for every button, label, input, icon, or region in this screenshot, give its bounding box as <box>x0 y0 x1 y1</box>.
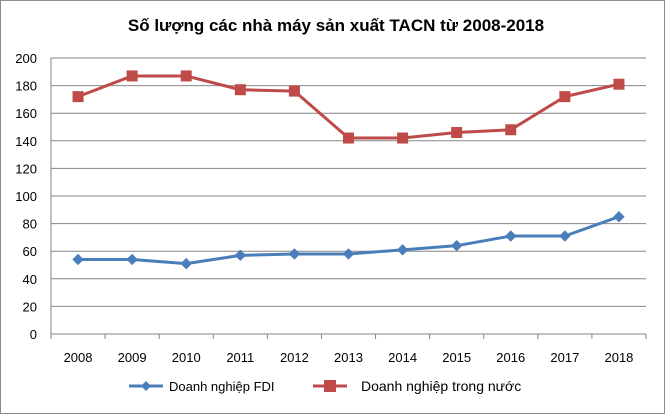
y-tick-label: 120 <box>15 161 37 176</box>
y-tick-label: 100 <box>15 189 37 204</box>
data-point <box>126 253 138 266</box>
x-tick-label: 2018 <box>604 350 633 365</box>
data-point <box>234 84 246 96</box>
y-tick-label: 0 <box>30 327 37 342</box>
data-point <box>505 230 517 242</box>
x-tick-label: 2012 <box>280 350 309 365</box>
data-point <box>180 257 192 270</box>
legend-label: Doanh nghiệp trong nước <box>361 378 521 394</box>
data-point <box>559 91 571 103</box>
series-layer <box>72 70 625 270</box>
y-tick-label: 20 <box>23 299 37 314</box>
x-tick-label: 2008 <box>64 350 93 365</box>
legend-marker <box>324 380 336 392</box>
x-tick-label: 2014 <box>388 350 417 365</box>
data-point <box>288 85 300 97</box>
axes: 0 20 40 60 80 100 120 140 160 180 200 2008 2009 2010 2… <box>15 51 647 365</box>
legend-item: Doanh nghiệp FDI <box>129 379 275 394</box>
data-point <box>505 124 517 136</box>
data-point <box>72 91 84 103</box>
data-point <box>126 70 138 82</box>
legend-item: Doanh nghiệp trong nước <box>313 378 521 394</box>
data-point <box>343 132 354 144</box>
series-1 <box>72 210 625 270</box>
data-point <box>559 230 571 242</box>
gridlines <box>51 57 646 307</box>
data-point <box>342 248 355 260</box>
series-2 <box>72 70 625 144</box>
data-point <box>72 253 84 266</box>
y-tick-label: 60 <box>23 244 37 259</box>
y-tick-label: 200 <box>15 51 37 66</box>
x-tick-label: 2013 <box>334 350 363 365</box>
data-point <box>180 70 192 82</box>
y-tick-label: 80 <box>23 217 37 232</box>
y-tick-label: 160 <box>15 106 37 121</box>
y-tick-label: 140 <box>15 134 37 149</box>
chart-title: Số lượng các nhà máy sản xuất TACN từ 20… <box>128 16 544 35</box>
data-point <box>613 78 625 90</box>
x-tick-label: 2017 <box>550 350 579 365</box>
data-point <box>613 210 625 223</box>
x-tick-label: 2011 <box>226 350 254 365</box>
legend-label: Doanh nghiệp FDI <box>169 379 275 394</box>
x-tick-label: 2009 <box>118 350 147 365</box>
data-point <box>234 249 247 262</box>
legend: Doanh nghiệp FDI Doanh nghiệp trong nước <box>129 378 521 394</box>
data-point <box>396 244 409 256</box>
y-tick-label: 40 <box>23 272 37 287</box>
x-tick-label: 2015 <box>442 350 471 365</box>
data-point <box>397 132 409 144</box>
data-point <box>288 248 301 260</box>
x-tick-label: 2010 <box>172 350 201 365</box>
data-point <box>450 239 463 252</box>
data-point <box>451 127 463 139</box>
x-tick-label: 2016 <box>496 350 525 365</box>
legend-marker <box>141 381 151 391</box>
y-tick-label: 180 <box>15 79 37 94</box>
